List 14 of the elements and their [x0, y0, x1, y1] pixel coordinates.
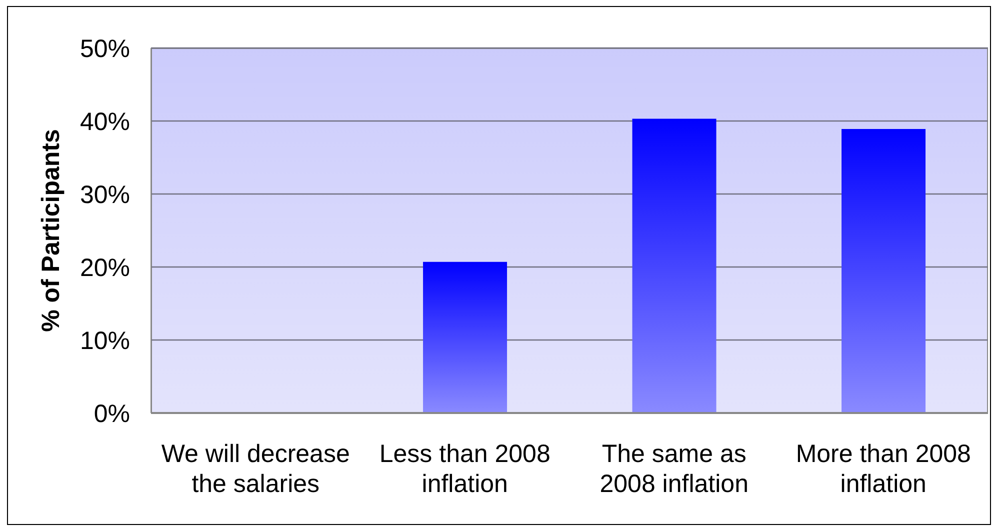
x-tick-label: Less than 2008 inflation: [379, 440, 550, 498]
y-tick-label: 50%: [80, 34, 130, 63]
y-tick-label: 40%: [80, 108, 130, 136]
y-tick-label: 30%: [80, 180, 130, 209]
y-tick-label: 10%: [80, 326, 130, 355]
bar: [423, 262, 508, 413]
bar: [632, 118, 716, 413]
x-tick-label: We will decrease the salaries: [161, 440, 350, 498]
x-tick-label: The same as 2008 inflation: [600, 440, 748, 498]
bar: [842, 129, 926, 413]
x-tick-label: More than 2008 inflation: [796, 440, 971, 498]
y-tick-label: 20%: [80, 254, 130, 282]
y-tick-label: 0%: [94, 400, 130, 428]
y-axis-title: % of Participants: [37, 129, 65, 332]
